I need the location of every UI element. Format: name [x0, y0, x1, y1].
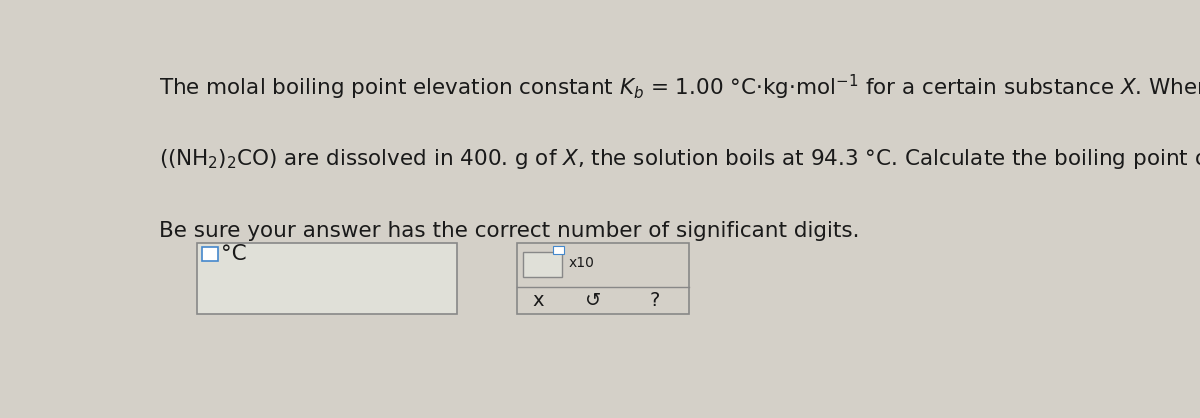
Text: x10: x10	[569, 256, 594, 270]
Text: °C: °C	[221, 244, 246, 264]
Text: ↺: ↺	[586, 291, 601, 310]
FancyBboxPatch shape	[197, 243, 457, 314]
FancyBboxPatch shape	[523, 252, 562, 277]
Text: x: x	[532, 291, 544, 310]
FancyBboxPatch shape	[517, 243, 690, 314]
Text: ?: ?	[650, 291, 660, 310]
FancyBboxPatch shape	[553, 245, 564, 254]
Text: Be sure your answer has the correct number of significant digits.: Be sure your answer has the correct numb…	[160, 221, 859, 241]
FancyBboxPatch shape	[202, 247, 218, 261]
Text: $\left(\left(\mathrm{NH}_2\right)_2\mathrm{CO}\right)$ are dissolved in 400. g o: $\left(\left(\mathrm{NH}_2\right)_2\math…	[160, 147, 1200, 171]
Text: The molal boiling point elevation constant $K_b$ = 1.00 °C·kg·mol$^{-1}$ for a c: The molal boiling point elevation consta…	[160, 73, 1200, 102]
